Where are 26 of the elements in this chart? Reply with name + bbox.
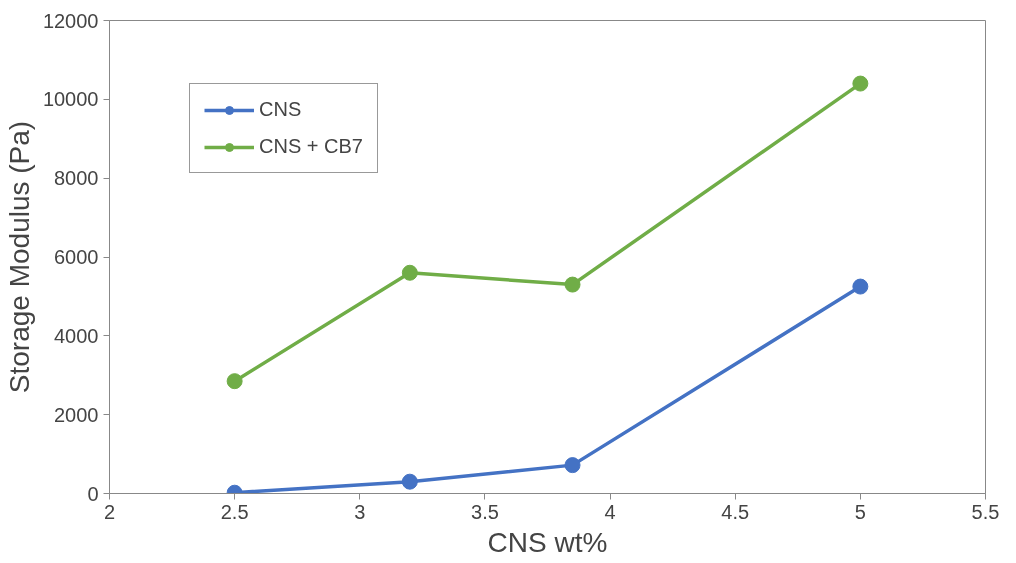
x-tick-label: 4.5 — [721, 500, 750, 523]
point — [226, 373, 243, 390]
x-tick-label: 3.5 — [471, 500, 499, 523]
point — [564, 457, 581, 474]
point — [564, 276, 581, 293]
x-tick-label: 4 — [604, 500, 616, 523]
y-tick-label: 10000 — [42, 88, 99, 111]
x-tick-label: 2 — [103, 500, 116, 523]
x-tick-label: 5 — [854, 500, 866, 523]
y-tick-label: 0 — [87, 482, 99, 505]
point — [401, 264, 418, 281]
y-tick-label: 8000 — [54, 167, 99, 190]
y-tick-label: 4000 — [54, 324, 99, 347]
legend-label: CNS — [259, 98, 302, 121]
y-tick-label: 12000 — [42, 9, 99, 32]
y-axis-title: Storage Modulus (Pa) — [3, 120, 35, 394]
legend-label: CNS + CB7 — [259, 135, 363, 158]
y-tick-label: 2000 — [54, 403, 99, 426]
x-tick-label: 3 — [354, 500, 366, 523]
point — [852, 278, 869, 295]
point — [401, 473, 418, 490]
point — [852, 75, 869, 92]
y-tick-label: 6000 — [54, 246, 99, 268]
x-tick-label: 2.5 — [220, 500, 249, 523]
x-axis-title: CNS wt% — [487, 526, 608, 558]
x-tick-label: 5.5 — [971, 500, 1000, 523]
